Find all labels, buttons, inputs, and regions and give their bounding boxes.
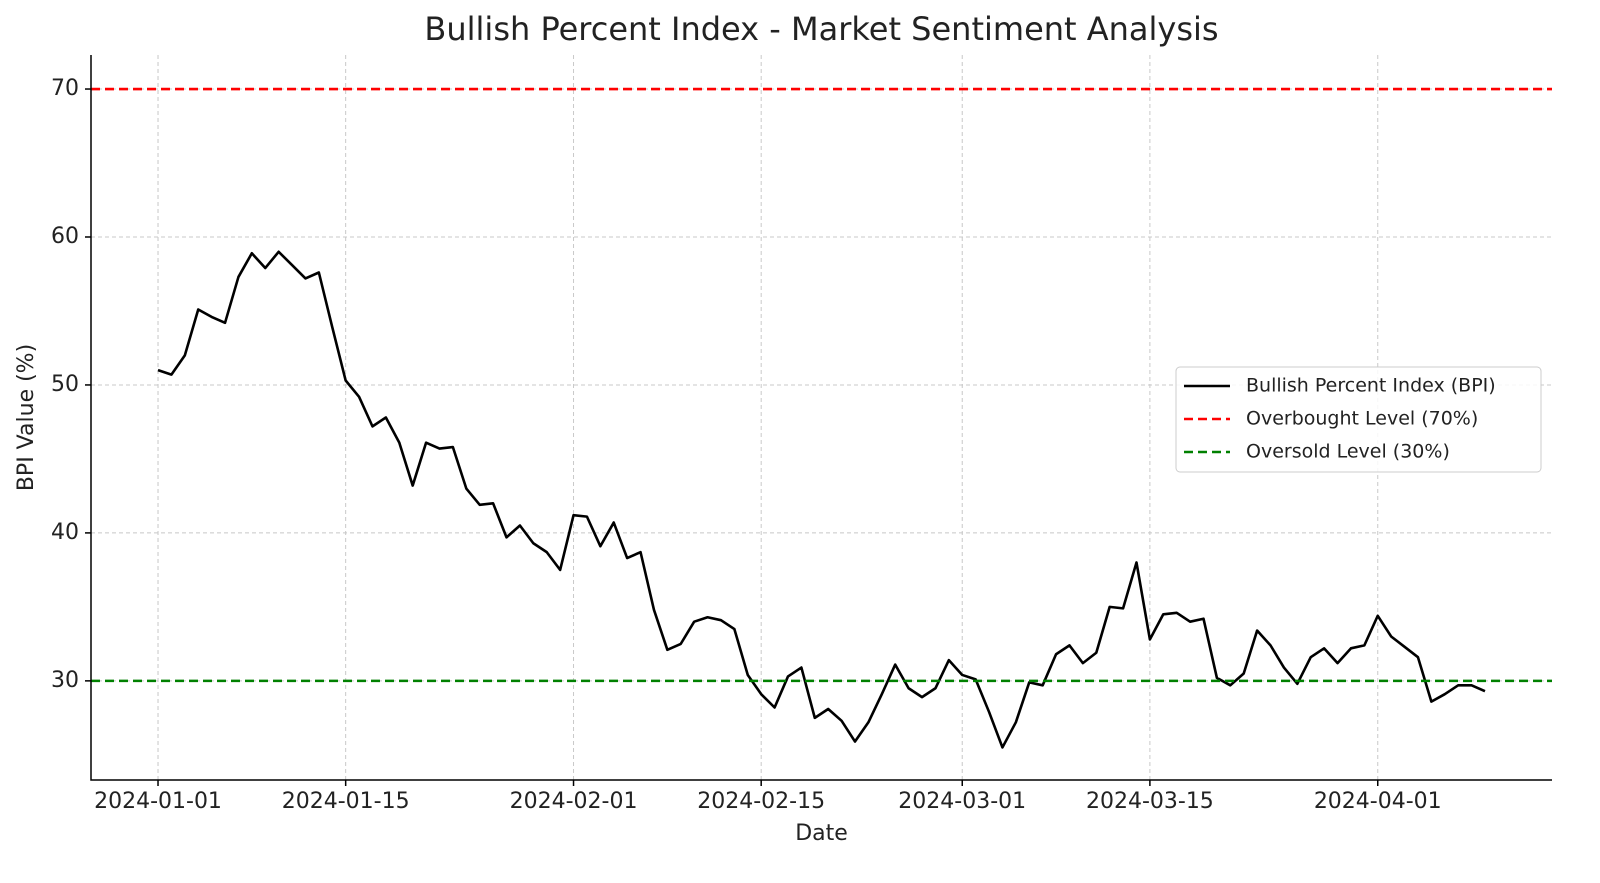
- legend: Bullish Percent Index (BPI) Overbought Le…: [1175, 366, 1542, 473]
- x-tick-label: 2024-02-15: [697, 789, 825, 814]
- x-tick-label: 2024-03-15: [1086, 789, 1214, 814]
- y-tick-label: 30: [51, 668, 79, 693]
- x-tick-label: 2024-03-01: [898, 789, 1026, 814]
- legend-label: Bullish Percent Index (BPI): [1246, 375, 1496, 397]
- x-axis-label: Date: [795, 821, 848, 846]
- data-line: [157, 250, 1486, 749]
- x-tick-label: 2024-02-01: [510, 789, 638, 814]
- y-tick-label: 60: [51, 224, 79, 249]
- axes: [90, 55, 1552, 781]
- x-tick-label: 2024-01-01: [94, 789, 222, 814]
- y-tick-label: 70: [51, 76, 79, 101]
- y-tick-label: 40: [51, 520, 79, 545]
- chart-title: Bullish Percent Index - Market Sentiment…: [424, 10, 1218, 48]
- x-tick-label: 2024-01-15: [282, 789, 410, 814]
- legend-label: Oversold Level (30%): [1246, 441, 1450, 463]
- x-tick-label: 2024-04-01: [1314, 789, 1442, 814]
- y-tick-label: 50: [51, 372, 79, 397]
- legend-label: Overbought Level (70%): [1246, 408, 1478, 430]
- legend-box: [1175, 366, 1542, 473]
- y-axis-label: BPI Value (%): [14, 344, 39, 491]
